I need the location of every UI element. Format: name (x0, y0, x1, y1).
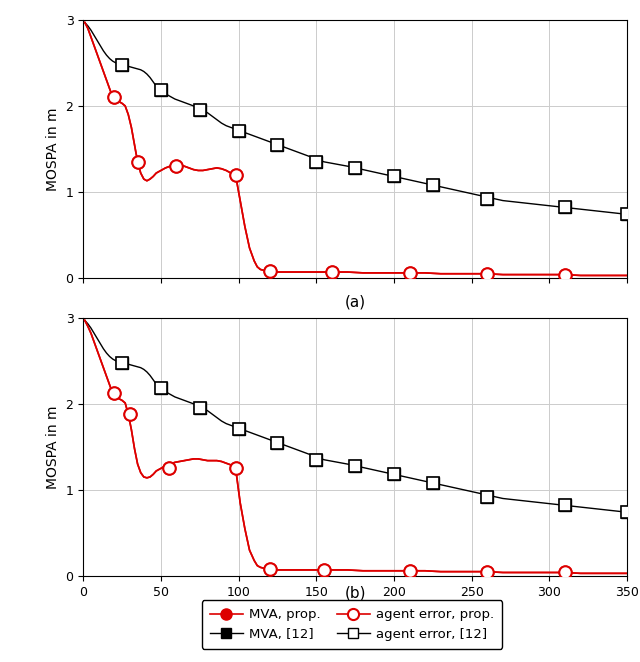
Text: (a): (a) (344, 295, 366, 310)
Y-axis label: MOSPA in m: MOSPA in m (46, 405, 60, 489)
Y-axis label: MOSPA in m: MOSPA in m (46, 107, 60, 191)
Legend: MVA, prop., MVA, [12], agent error, prop., agent error, [12]: MVA, prop., MVA, [12], agent error, prop… (202, 600, 502, 649)
Text: (b): (b) (344, 586, 366, 601)
X-axis label: time step: time step (319, 604, 392, 619)
